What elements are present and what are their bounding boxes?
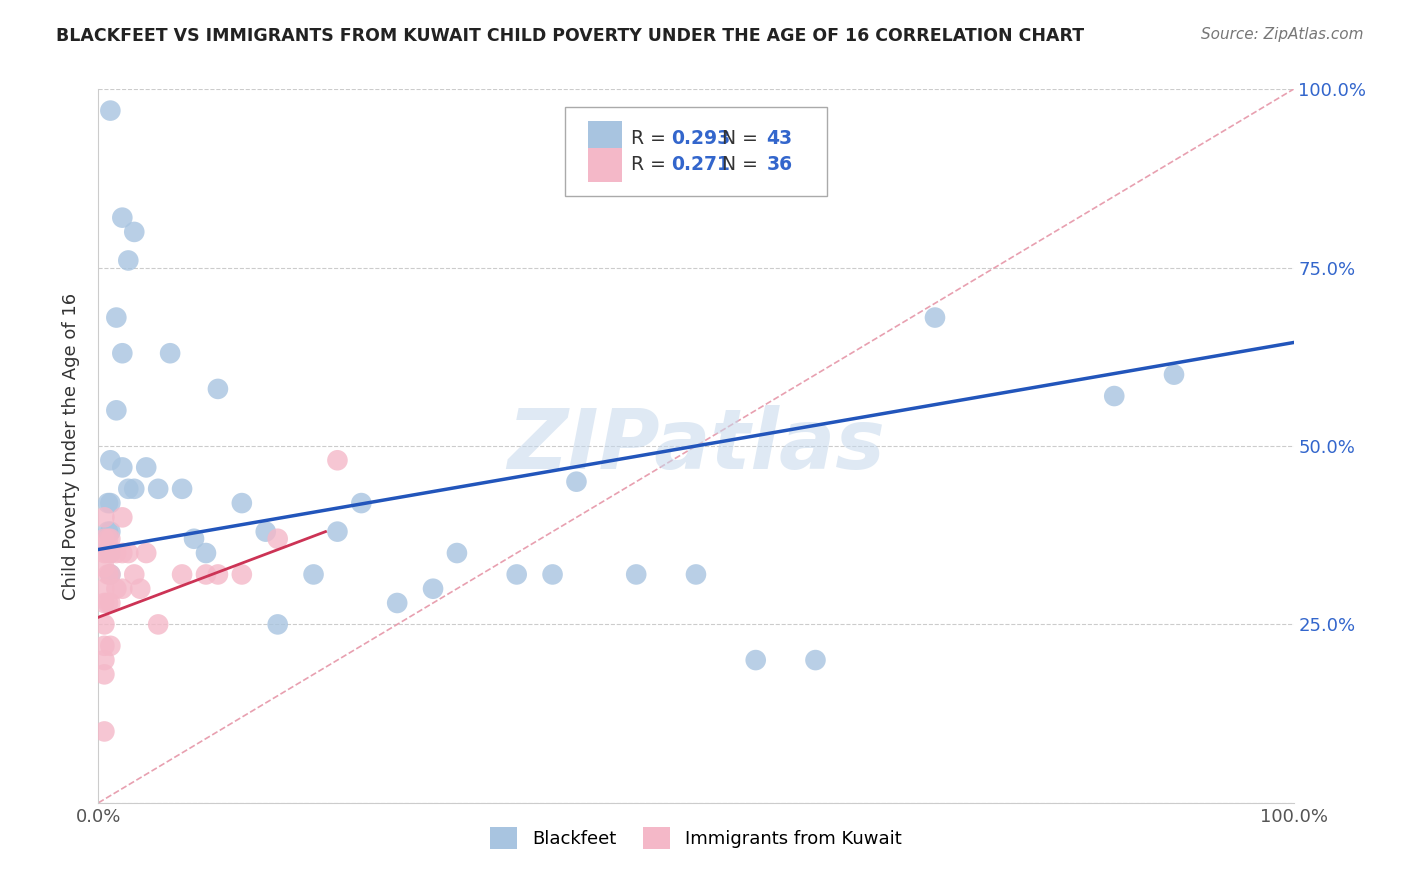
Text: BLACKFEET VS IMMIGRANTS FROM KUWAIT CHILD POVERTY UNDER THE AGE OF 16 CORRELATIO: BLACKFEET VS IMMIGRANTS FROM KUWAIT CHIL… (56, 27, 1084, 45)
Point (93, 596, 115, 610)
Point (267, 617, 290, 632)
Point (97, 524, 120, 539)
Point (685, 567, 707, 582)
Point (804, 653, 827, 667)
Point (98, 639, 122, 653)
Point (124, 225, 146, 239)
Point (105, 310, 128, 325)
Text: N =: N = (710, 129, 765, 148)
Point (93, 639, 115, 653)
Point (1163, 368, 1185, 382)
FancyBboxPatch shape (565, 107, 827, 196)
Point (111, 346, 134, 360)
Point (207, 382, 229, 396)
Point (446, 546, 468, 560)
Point (385, 596, 409, 610)
Text: 43: 43 (766, 129, 793, 148)
Point (98, 496, 122, 510)
Point (98, 567, 122, 582)
Text: Source: ZipAtlas.com: Source: ZipAtlas.com (1201, 27, 1364, 42)
Point (159, 346, 181, 360)
Point (745, 653, 768, 667)
Legend: Blackfeet, Immigrants from Kuwait: Blackfeet, Immigrants from Kuwait (481, 818, 911, 858)
Point (148, 617, 170, 632)
Text: 0.271: 0.271 (671, 155, 730, 174)
Point (98, 546, 122, 560)
Point (254, 524, 277, 539)
Point (195, 567, 218, 582)
Point (111, 510, 134, 524)
Point (350, 496, 373, 510)
Point (506, 567, 529, 582)
Point (231, 496, 253, 510)
Point (1104, 389, 1126, 403)
Text: R =: R = (631, 129, 672, 148)
Text: R =: R = (631, 155, 672, 174)
Point (105, 403, 128, 417)
Point (207, 567, 229, 582)
Point (924, 310, 946, 325)
Point (97, 596, 120, 610)
Point (98, 532, 122, 546)
Point (422, 582, 444, 596)
Text: ZIPatlas: ZIPatlas (508, 406, 884, 486)
Point (626, 567, 648, 582)
Point (93, 653, 115, 667)
Point (129, 582, 152, 596)
Point (172, 482, 194, 496)
Point (326, 524, 349, 539)
Point (93, 582, 115, 596)
Point (195, 546, 218, 560)
Point (124, 482, 146, 496)
Point (93, 532, 115, 546)
Point (124, 567, 146, 582)
Point (326, 453, 349, 467)
Point (97, 532, 120, 546)
Point (302, 567, 325, 582)
Point (105, 546, 128, 560)
Point (105, 582, 128, 596)
Bar (589, 148, 621, 182)
Point (135, 546, 157, 560)
Point (98, 596, 122, 610)
Point (111, 546, 134, 560)
Point (117, 482, 139, 496)
Point (93, 617, 115, 632)
Point (98, 524, 122, 539)
Point (117, 546, 139, 560)
Point (148, 482, 170, 496)
Point (98, 546, 122, 560)
Point (267, 532, 290, 546)
Point (111, 211, 134, 225)
Point (183, 532, 205, 546)
Text: 36: 36 (766, 155, 793, 174)
Y-axis label: Child Poverty Under the Age of 16: Child Poverty Under the Age of 16 (62, 293, 80, 599)
Point (117, 253, 139, 268)
Point (97, 546, 120, 560)
Point (111, 460, 134, 475)
Point (172, 567, 194, 582)
Point (93, 560, 115, 574)
Point (93, 724, 115, 739)
Point (93, 546, 115, 560)
Point (565, 475, 588, 489)
Point (98, 567, 122, 582)
Point (93, 510, 115, 524)
Point (97, 567, 120, 582)
Bar (589, 121, 621, 155)
Point (98, 453, 122, 467)
Point (111, 582, 134, 596)
Point (98, 103, 122, 118)
Point (93, 667, 115, 681)
Text: N =: N = (710, 155, 765, 174)
Point (231, 567, 253, 582)
Text: 0.293: 0.293 (671, 129, 730, 148)
Point (541, 567, 564, 582)
Point (97, 496, 120, 510)
Point (135, 460, 157, 475)
